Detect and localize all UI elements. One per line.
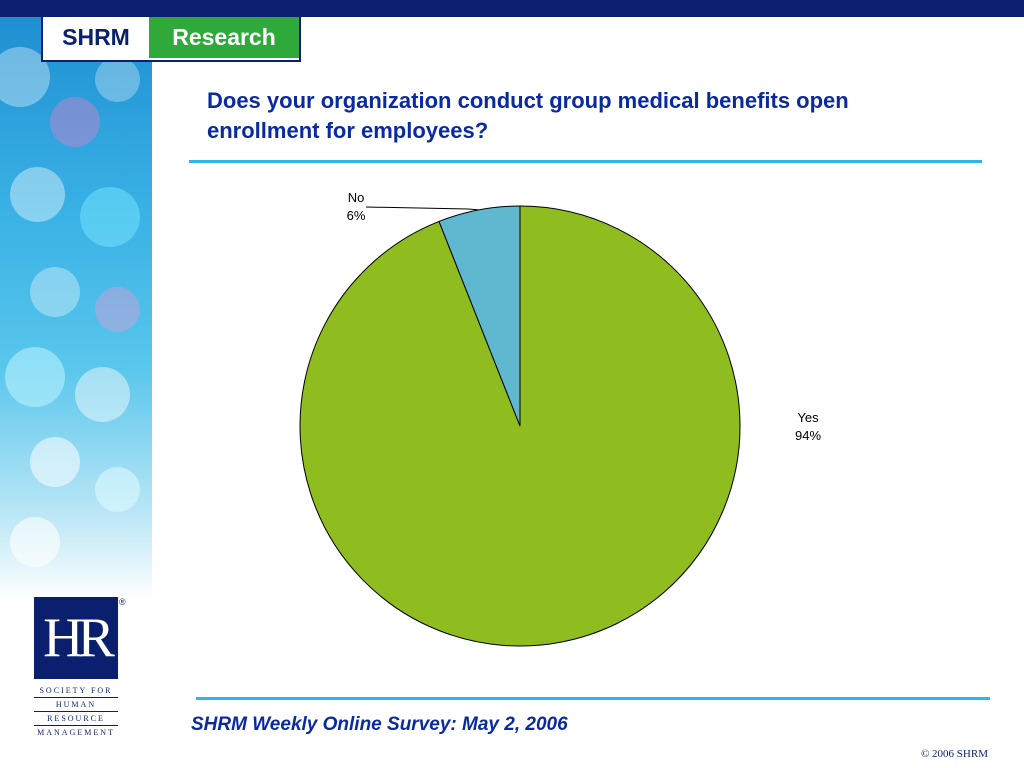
research-wordmark: Research	[149, 17, 299, 58]
chart-title: Does your organization conduct group med…	[207, 88, 849, 143]
footer-divider	[196, 697, 990, 700]
society-line: HUMAN	[34, 697, 118, 711]
society-line: RESOURCE	[34, 711, 118, 725]
survey-caption: SHRM Weekly Online Survey: May 2, 2006	[191, 714, 568, 735]
shrm-wordmark: SHRM	[62, 24, 130, 50]
no-leader-line	[365, 206, 479, 211]
slice-percent-yes: 94%	[795, 428, 821, 443]
slice-percent-no: 6%	[347, 208, 366, 223]
copyright: © 2006 SHRM	[920, 748, 988, 760]
registered-mark: ®	[119, 597, 126, 607]
decorative-sidebar	[0, 17, 152, 600]
shrm-research-logo: SHRM Research	[41, 17, 301, 62]
slice-label-no: No	[348, 190, 365, 205]
top-bar	[0, 0, 1024, 17]
pie-slice-no	[438, 205, 521, 427]
society-name: SOCIETY FOR HUMAN RESOURCE MANAGEMENT	[34, 684, 118, 739]
hr-logo-mark: HR	[34, 597, 118, 679]
title-divider	[189, 160, 982, 163]
society-line: SOCIETY FOR	[39, 686, 113, 695]
society-line: MANAGEMENT	[34, 725, 118, 739]
slice-label-yes: Yes	[797, 410, 819, 425]
